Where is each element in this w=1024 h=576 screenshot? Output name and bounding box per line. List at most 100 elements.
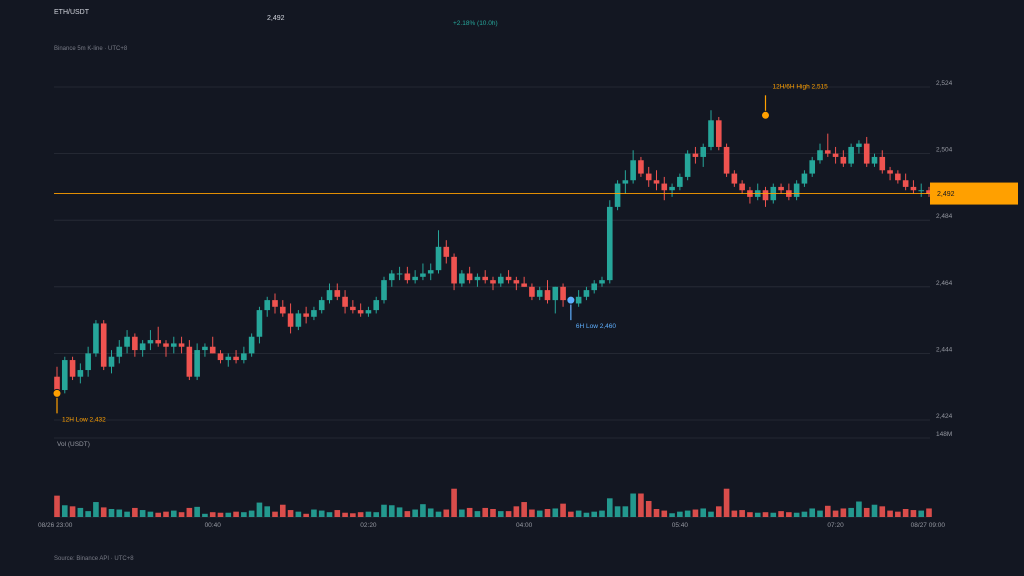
volume-bar bbox=[684, 510, 691, 517]
volume-bar bbox=[677, 511, 683, 517]
candle-body bbox=[731, 173, 738, 184]
volume-bar bbox=[887, 510, 893, 517]
volume-bar bbox=[692, 509, 699, 517]
candle-body bbox=[824, 150, 831, 154]
volume-bar bbox=[357, 512, 364, 517]
candle-body bbox=[591, 283, 598, 291]
volume-bar bbox=[669, 513, 675, 517]
candle-body bbox=[505, 276, 512, 281]
candle-body bbox=[606, 206, 613, 281]
candle-body bbox=[482, 276, 489, 281]
volume-bar bbox=[482, 507, 489, 517]
volume-bar bbox=[614, 506, 621, 517]
candle-body bbox=[599, 280, 605, 284]
candle-body bbox=[396, 273, 403, 275]
volume-bar bbox=[194, 506, 200, 517]
volume-bar bbox=[85, 511, 91, 517]
volume-bar bbox=[848, 507, 854, 517]
candle-body bbox=[669, 186, 675, 191]
candle-body bbox=[536, 290, 543, 297]
candle-body bbox=[715, 120, 722, 147]
candle-body bbox=[420, 273, 426, 277]
high-marker bbox=[761, 110, 770, 120]
candle-body bbox=[879, 156, 886, 171]
candle-body bbox=[186, 346, 193, 377]
candle-body bbox=[902, 180, 909, 187]
volume-bar bbox=[926, 508, 932, 517]
candle-body bbox=[677, 176, 683, 187]
volume-bar bbox=[365, 511, 372, 517]
candle-body bbox=[653, 180, 660, 184]
candle-body bbox=[926, 190, 932, 194]
volume-bar bbox=[350, 513, 356, 517]
x-tick-label: 07:20 bbox=[827, 522, 844, 529]
volume-bar bbox=[762, 512, 769, 517]
volume-bar bbox=[381, 504, 387, 517]
x-tick-label: 08/26 23:00 bbox=[38, 522, 73, 529]
candle-body bbox=[279, 306, 286, 314]
candle-body bbox=[435, 246, 442, 271]
volume-bar bbox=[77, 507, 84, 517]
volume-bar bbox=[902, 508, 909, 517]
candle-body bbox=[427, 270, 434, 274]
volume-bar bbox=[700, 508, 707, 517]
candle-body bbox=[311, 310, 317, 317]
candle-body bbox=[233, 356, 239, 361]
volume-bar bbox=[622, 506, 629, 517]
y-tick-label: 2,444 bbox=[936, 346, 953, 353]
volume-bar bbox=[630, 493, 636, 517]
volume-bar bbox=[334, 510, 341, 517]
volume-bar bbox=[863, 507, 870, 517]
volume-bar bbox=[132, 507, 138, 517]
candle-body bbox=[209, 346, 216, 354]
candle-body bbox=[708, 120, 714, 147]
candle-body bbox=[661, 183, 668, 191]
candle-body bbox=[895, 173, 901, 181]
y-tick-label: 2,504 bbox=[936, 147, 953, 154]
candle-body bbox=[645, 173, 652, 181]
x-tick-label: 05:40 bbox=[672, 522, 689, 529]
candle-body bbox=[100, 323, 107, 367]
volume-bar bbox=[536, 510, 543, 517]
volume-bar bbox=[474, 511, 481, 517]
volume-bar bbox=[108, 508, 115, 517]
candle-body bbox=[918, 190, 925, 192]
candle-body bbox=[848, 146, 854, 164]
volume-bar bbox=[723, 488, 730, 517]
candle-body bbox=[116, 346, 123, 357]
candle-body bbox=[832, 153, 839, 157]
candle-body bbox=[178, 343, 185, 347]
volume-bar bbox=[279, 504, 286, 517]
volume-bar bbox=[264, 506, 271, 517]
candle-body bbox=[887, 170, 893, 174]
source-note: Source: Binance API · UTC+8 bbox=[54, 556, 134, 562]
volume-bar bbox=[708, 511, 714, 517]
volume-bar bbox=[638, 493, 644, 517]
candle-body bbox=[85, 353, 91, 371]
grid-lines bbox=[54, 86, 930, 518]
candle-body bbox=[202, 346, 208, 351]
low6h-annotation-label: 6H Low 2,460 bbox=[576, 323, 616, 330]
volume-bar bbox=[793, 512, 800, 517]
candle-body bbox=[170, 343, 177, 347]
volume-bar bbox=[856, 501, 862, 517]
candle-body bbox=[318, 300, 325, 311]
candle-body bbox=[264, 300, 271, 311]
volume-bar bbox=[61, 505, 68, 517]
candle-body bbox=[459, 273, 465, 284]
volume-bar bbox=[318, 510, 325, 517]
candle-body bbox=[404, 273, 411, 281]
axes-group: 2,524 2,504 2,484 2,464 2,444 2,424 Vol (USDT)… bbox=[38, 80, 953, 529]
candle-body bbox=[217, 353, 224, 361]
volume-bar bbox=[116, 509, 123, 517]
overlay-group: 2,492 12H/6H High 2,515 6H Low 2,460 12H Lo… bbox=[52, 83, 1018, 423]
candle-body bbox=[910, 186, 917, 191]
last-price-tag bbox=[930, 182, 1018, 205]
volume-bar bbox=[747, 512, 753, 517]
candle-body bbox=[155, 340, 162, 344]
candle-body bbox=[583, 290, 590, 297]
volume-bar bbox=[817, 510, 823, 517]
volume-pane bbox=[54, 488, 932, 517]
volume-bar bbox=[910, 510, 917, 517]
